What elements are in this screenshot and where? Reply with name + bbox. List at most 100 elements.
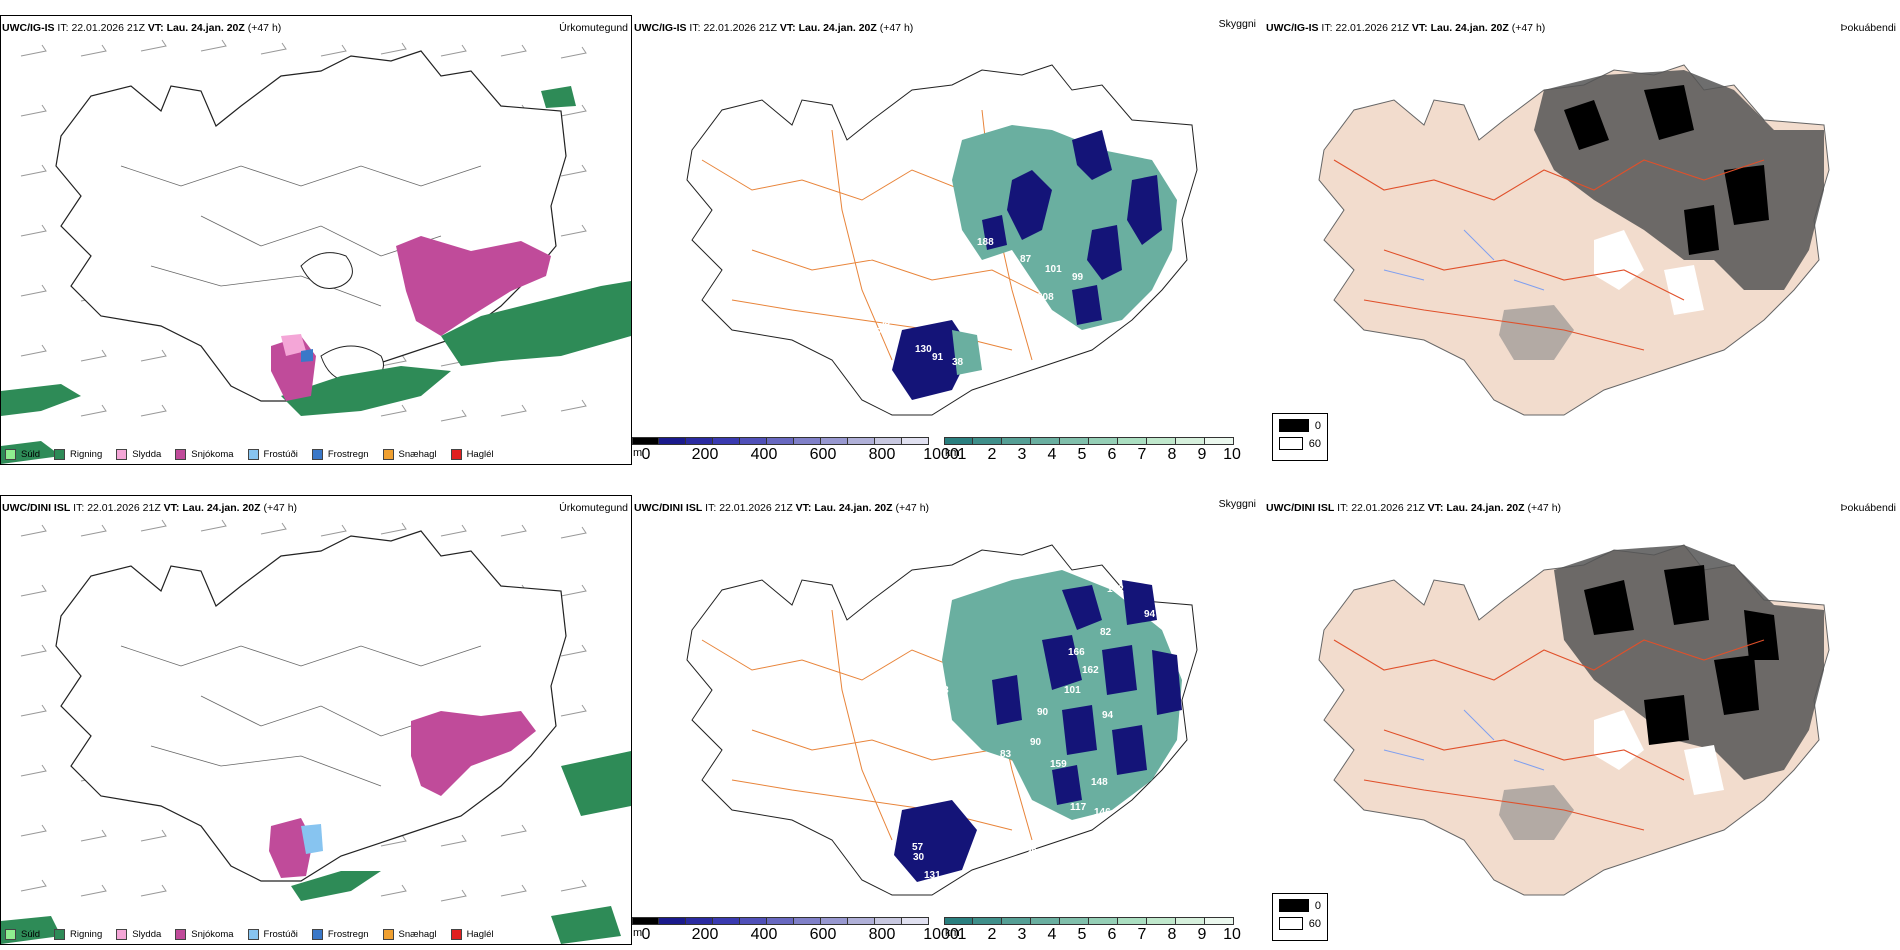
colorbar-tick: 4 [1047,446,1057,463]
legend-swatch [175,449,187,460]
colorbar-tick: 2 [987,926,997,943]
colorbar-cell [902,437,929,445]
colorbar-tick: 6 [1107,446,1117,463]
colorbar-tick: 5 [1077,926,1087,943]
colorbar-cell [740,437,767,445]
roads [1333,159,1765,351]
colorbar-cell [1002,917,1031,925]
precip-map-frame: Súld Rigning Slydda Snjókoma Frostúði Frostre… [0,495,632,945]
vt-label: VT: [1427,502,1444,514]
lead-time: (+47 h) [263,502,298,514]
fog-legend-row: 60 [1279,917,1321,930]
colorbar-cell [1118,917,1147,925]
colorbar-tick: 9 [1197,446,1207,463]
cloud-base-label: 38 [862,252,874,263]
roads [701,109,1133,361]
colorbar-tick: 10 [1223,446,1241,463]
header-bottom-right: UWC/DINI ISL IT: 22.01.2026 21Z VT: Lau.… [1266,502,1561,514]
colorbar-tick: 0 [641,446,651,463]
cloud-base-label: 90 [1037,707,1049,718]
legend-item-snjókoma: Snjókoma [175,929,234,940]
vt-label: VT: [779,22,796,34]
legend-item-snæhagl: Snæhagl [382,449,437,460]
vt-value: Lau. 24.jan. 20Z [166,22,245,34]
colorbar-tick: 400 [750,446,778,463]
colorbar-cell [1060,437,1089,445]
cloud-base-label: 188 [977,237,994,248]
colorbar-cell [1031,917,1060,925]
colorbar-cell [1205,437,1234,445]
vt-label: VT: [147,22,164,34]
fog-legend-row: 60 [1279,437,1321,450]
colorbar-cell [944,917,973,925]
colorbar-tick: 400 [750,926,778,943]
fog-map [1318,64,1830,416]
colorbar-cell [1002,437,1031,445]
cloud-base-label: 38 [887,292,899,303]
colorbar-cell [659,437,686,445]
cloud-base-label: 90 [1030,737,1042,748]
colorbar-tick: 200 [691,926,719,943]
fog-label: 0 [1314,419,1321,432]
it-value: 22.01.2026 21Z [703,22,777,34]
cloud-base-label: 83 [1000,749,1012,760]
legend-item-snjókoma: Snjókoma [175,449,234,460]
cloud-base-label: 117 [1070,802,1087,813]
legend-label: Rigning [70,449,103,460]
lead-time: (+47 h) [247,22,282,34]
cloud-panel-top: UWC/IG-IS IT: 22.01.2026 21Z VT: Lau. 24… [632,0,1264,465]
colorbar-tick: 8 [1167,926,1177,943]
legend-label: Frostregn [327,449,369,460]
cloud-base-label: 142 [1107,584,1124,595]
colorbar-tick: 4 [1047,926,1057,943]
colorbar-tick: 6 [1107,926,1117,943]
legend-item-frostregn: Frostregn [311,449,369,460]
colorbar-cell [794,437,821,445]
visibility-colorbar [944,437,1254,445]
colorbar-cell [973,917,1002,925]
legend-label: Snæhagl [398,449,437,460]
cloud-base-label: 94 [1102,710,1114,721]
colorbar-cell [944,437,973,445]
colorbar-tick: 8 [1167,446,1177,463]
colorbar-cell [1205,917,1234,925]
colorbar-cell [821,917,848,925]
legend-label: Frostregn [327,929,369,940]
lakes-rivers [1383,709,1545,771]
colorbar-cell [767,917,794,925]
legend-item-frostúði: Frostúði [247,929,298,940]
colorbar-tick: 800 [868,446,896,463]
legend-swatch [5,929,16,940]
legend-swatch [175,929,187,940]
cloud-labels: 142 94 82 166 162 183 101 90 94 90 83 159 148 146 117 7… [912,584,1156,881]
colorbar-cell [686,917,713,925]
colorbar-cell [1176,917,1205,925]
legend-swatch [311,929,323,940]
vt-label: VT: [163,502,180,514]
legend-swatch [54,449,66,460]
colorbar-cell [1147,917,1176,925]
cloud-base-colorbar [632,437,942,445]
colorbar-cell [1118,437,1147,445]
cloud-base-label: 57 [912,842,924,853]
fog-dark-area [1534,70,1824,290]
vt-value: Lau. 24.jan. 20Z [798,22,877,34]
colorbar-cell [1031,437,1060,445]
legend-item-slydda: Slydda [116,929,161,940]
cloud-base-label: 29 [1026,847,1038,858]
lead-time: (+47 h) [1527,502,1562,514]
model-name: UWC/IG-IS [1266,22,1319,34]
precip-title: Úrkomutegund [559,22,628,34]
legend-swatch [54,929,66,940]
legend-swatch [116,449,128,460]
fog-panel-top: UWC/IG-IS IT: 22.01.2026 21Z VT: Lau. 24… [1264,0,1900,465]
legend-swatch [382,929,394,940]
colorbar-cell [875,437,902,445]
legend-label: Frostúði [263,449,298,460]
it-label: IT: [1337,502,1349,514]
fog-label: 0 [1314,899,1321,912]
it-label: IT: [73,502,85,514]
precip-map-frame: Súld Rigning Slydda Snjókoma Frostúði Frostre… [0,15,632,465]
header-bottom-mid: UWC/DINI ISL IT: 22.01.2026 21Z VT: Lau.… [634,502,929,514]
